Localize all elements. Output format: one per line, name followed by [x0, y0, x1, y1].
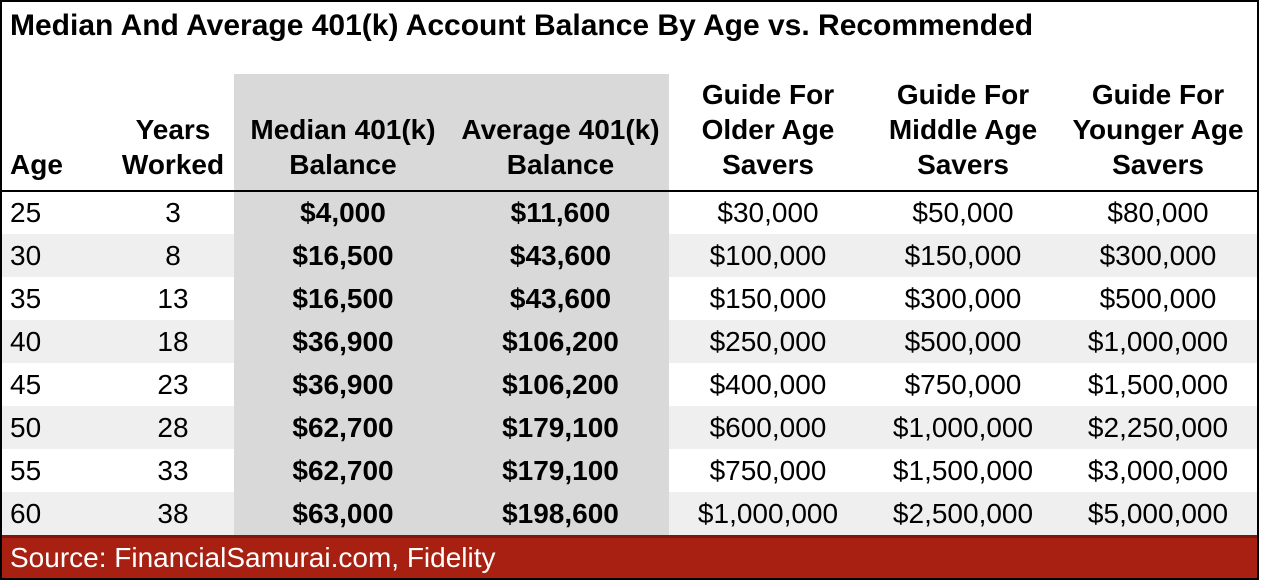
cell-age: 35 [10, 282, 42, 314]
cell-average-401k-balance: $106,200 [452, 363, 669, 406]
cell-median-401k-balance: $63,000 [234, 492, 452, 535]
cell-guide-younger: $2,250,000 [1059, 406, 1257, 449]
header-guide-older: Guide For Older Age Savers [669, 46, 867, 192]
cell-years-worked: 28 [112, 406, 234, 449]
cell-average-401k-balance: $43,600 [452, 277, 669, 320]
header-median-401k-balance: Median 401(k) Balance [234, 46, 452, 192]
cell-guide-younger: $80,000 [1107, 197, 1209, 228]
cell-guide-older: $100,000 [669, 234, 867, 277]
cell-guide-older: $750,000 [709, 454, 827, 486]
table-row: 25 3 $4,000 $11,600 $30,000 $50,000 $80,000 [2, 191, 1257, 234]
cell-guide-younger: $5,000,000 [1059, 492, 1257, 535]
cell-guide-older: $150,000 [709, 282, 827, 314]
cell-age: 30 [2, 234, 112, 277]
cell-age: 40 [2, 320, 112, 363]
cell-guide-older: $250,000 [669, 320, 867, 363]
cell-years-worked: 33 [157, 454, 189, 486]
table-row: 35 13 $16,500 $43,600 $150,000 $300,000 $500,0… [2, 277, 1257, 320]
header-guide-middle: Guide For Middle Age Savers [867, 46, 1059, 192]
cell-median-401k-balance: $16,500 [234, 234, 452, 277]
cell-guide-middle: $2,500,000 [867, 492, 1059, 535]
cell-median-401k-balance: $36,900 [234, 363, 452, 406]
cell-guide-older: $1,000,000 [669, 492, 867, 535]
balance-table: Age Years Worked Median 401(k) Balance A… [2, 46, 1257, 535]
cell-guide-middle: $300,000 [904, 282, 1022, 314]
cell-years-worked: 8 [112, 234, 234, 277]
header-row: Age Years Worked Median 401(k) Balance A… [2, 46, 1257, 192]
table-header: Age Years Worked Median 401(k) Balance A… [2, 46, 1257, 192]
header-years-worked: Years Worked [112, 46, 234, 192]
cell-years-worked: 18 [112, 320, 234, 363]
cell-guide-middle: $50,000 [912, 197, 1014, 228]
cell-guide-middle: $750,000 [904, 368, 1022, 400]
table-row: 45 23 $36,900 $106,200 $400,000 $750,000 $1,50… [2, 363, 1257, 406]
cell-age: 60 [2, 492, 112, 535]
cell-average-401k-balance: $11,600 [452, 191, 669, 234]
cell-age: 50 [2, 406, 112, 449]
cell-average-401k-balance: $106,200 [452, 320, 669, 363]
cell-guide-middle: $1,500,000 [892, 454, 1034, 486]
cell-average-401k-balance: $179,100 [452, 449, 669, 492]
header-age: Age [2, 46, 112, 192]
cell-age: 25 [10, 197, 42, 228]
cell-guide-younger: $1,500,000 [1087, 368, 1229, 400]
cell-guide-middle: $1,000,000 [867, 406, 1059, 449]
cell-guide-younger: $300,000 [1059, 234, 1257, 277]
cell-average-401k-balance: $43,600 [452, 234, 669, 277]
cell-guide-younger: $1,000,000 [1059, 320, 1257, 363]
cell-guide-older: $30,000 [717, 197, 819, 228]
cell-median-401k-balance: $16,500 [234, 277, 452, 320]
cell-median-401k-balance: $62,700 [234, 406, 452, 449]
cell-years-worked: 13 [157, 282, 189, 314]
cell-years-worked: 23 [157, 368, 189, 400]
cell-guide-older: $400,000 [709, 368, 827, 400]
source-text: Source: FinancialSamurai.com, Fidelity [10, 542, 496, 573]
source-bar: Source: FinancialSamurai.com, Fidelity [2, 535, 1257, 578]
cell-median-401k-balance: $62,700 [234, 449, 452, 492]
table-body: 25 3 $4,000 $11,600 $30,000 $50,000 $80,000 30 8… [2, 191, 1257, 535]
header-average-401k-balance: Average 401(k) Balance [452, 46, 669, 192]
table-row: 60 38 $63,000 $198,600 $1,000,000 $2,500,000 $… [2, 492, 1257, 535]
cell-average-401k-balance: $179,100 [452, 406, 669, 449]
table-title: Median And Average 401(k) Account Balanc… [10, 9, 1034, 42]
table-row: 40 18 $36,900 $106,200 $250,000 $500,000 $1,00… [2, 320, 1257, 363]
table-row: 30 8 $16,500 $43,600 $100,000 $150,000 $300,00… [2, 234, 1257, 277]
cell-years-worked: 3 [165, 197, 181, 228]
cell-median-401k-balance: $4,000 [234, 191, 452, 234]
cell-age: 45 [10, 368, 42, 400]
cell-guide-younger: $500,000 [1099, 282, 1217, 314]
table-row: 50 28 $62,700 $179,100 $600,000 $1,000,000 $2,… [2, 406, 1257, 449]
cell-median-401k-balance: $36,900 [234, 320, 452, 363]
cell-guide-older: $600,000 [669, 406, 867, 449]
cell-average-401k-balance: $198,600 [452, 492, 669, 535]
cell-guide-younger: $3,000,000 [1087, 454, 1229, 486]
header-guide-younger: Guide For Younger Age Savers [1059, 46, 1257, 192]
cell-years-worked: 38 [112, 492, 234, 535]
cell-guide-middle: $150,000 [867, 234, 1059, 277]
table-row: 55 33 $62,700 $179,100 $750,000 $1,500,000 $3,… [2, 449, 1257, 492]
cell-age: 55 [10, 454, 42, 486]
cell-guide-middle: $500,000 [867, 320, 1059, 363]
